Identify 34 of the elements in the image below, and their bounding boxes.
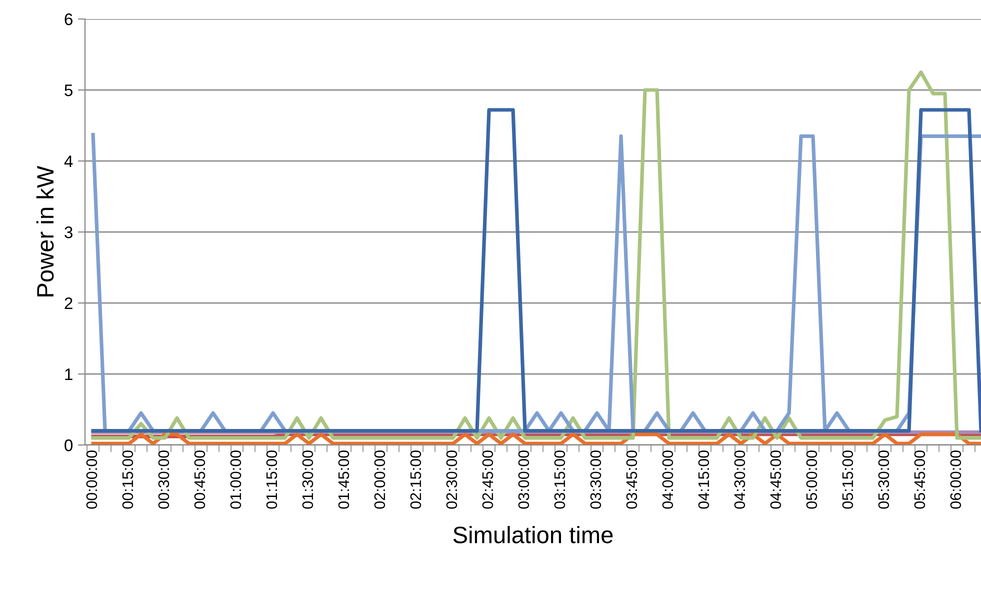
x-tick-label: 01:30:00 xyxy=(302,450,314,509)
x-tick-label: 02:15:00 xyxy=(410,450,422,509)
x-tick-label: 00:30:00 xyxy=(158,450,170,509)
x-tick-label: 05:45:00 xyxy=(914,450,926,509)
x-tick-label: 01:00:00 xyxy=(230,450,242,509)
y-tick-label: 1 xyxy=(65,368,72,380)
x-tick-label: 00:15:00 xyxy=(122,450,134,509)
x-tick-label: 01:15:00 xyxy=(266,450,278,509)
x-tick-label: 05:15:00 xyxy=(842,450,854,509)
y-tick-label: 3 xyxy=(64,226,72,238)
x-tick-label: 03:30:00 xyxy=(590,450,602,509)
x-tick-label: 01:45:00 xyxy=(338,450,350,509)
x-tick-label: 04:45:00 xyxy=(770,450,782,509)
x-tick-label: 03:00:00 xyxy=(518,450,530,509)
y-tick-label: 4 xyxy=(64,156,73,168)
y-tick-label: 6 xyxy=(64,13,72,26)
y-tick-label: 5 xyxy=(64,84,72,96)
x-tick-label: 00:00:00 xyxy=(86,450,98,509)
x-tick-label: 03:15:00 xyxy=(554,450,566,509)
x-tick-label: 05:30:00 xyxy=(878,450,890,509)
y-axis-title: Power in kW xyxy=(36,166,54,296)
x-tick-label: 03:45:00 xyxy=(626,450,638,509)
y-tick-label: 2 xyxy=(64,297,72,310)
x-tick-label: 02:30:00 xyxy=(446,450,458,509)
x-tick-label: 04:30:00 xyxy=(734,450,746,509)
x-tick-label: 02:00:00 xyxy=(374,450,386,509)
x-tick-label: 04:00:00 xyxy=(662,450,674,509)
x-tick-label: 04:15:00 xyxy=(698,450,710,509)
x-axis-title: Simulation time xyxy=(453,526,613,544)
x-tick-label: 06:00:00 xyxy=(950,450,962,509)
x-tick-label: 05:00:00 xyxy=(806,450,818,509)
x-tick-label: 02:45:00 xyxy=(482,450,494,509)
y-tick-label: 0 xyxy=(64,439,73,452)
x-tick-label: 00:45:00 xyxy=(194,450,206,509)
